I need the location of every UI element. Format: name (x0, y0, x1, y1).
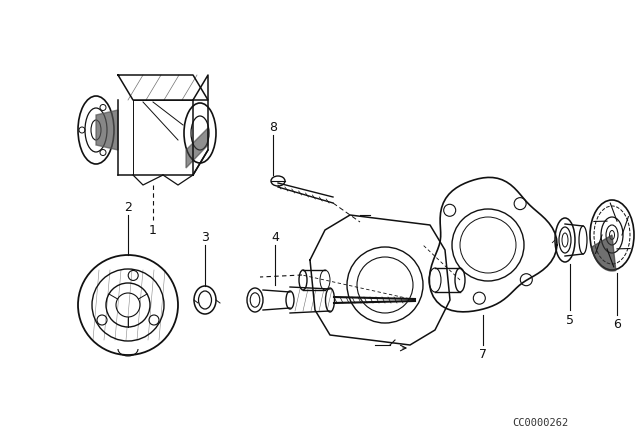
Polygon shape (591, 235, 616, 271)
Polygon shape (186, 128, 208, 168)
Text: 5: 5 (566, 314, 574, 327)
Polygon shape (96, 110, 118, 150)
Text: 2: 2 (124, 201, 132, 214)
Text: 6: 6 (613, 319, 621, 332)
Text: 8: 8 (269, 121, 277, 134)
Text: 3: 3 (201, 231, 209, 244)
Text: CC0000262: CC0000262 (513, 418, 569, 428)
Text: 4: 4 (271, 231, 279, 244)
Text: 1: 1 (149, 224, 157, 237)
Text: 7: 7 (479, 349, 487, 362)
